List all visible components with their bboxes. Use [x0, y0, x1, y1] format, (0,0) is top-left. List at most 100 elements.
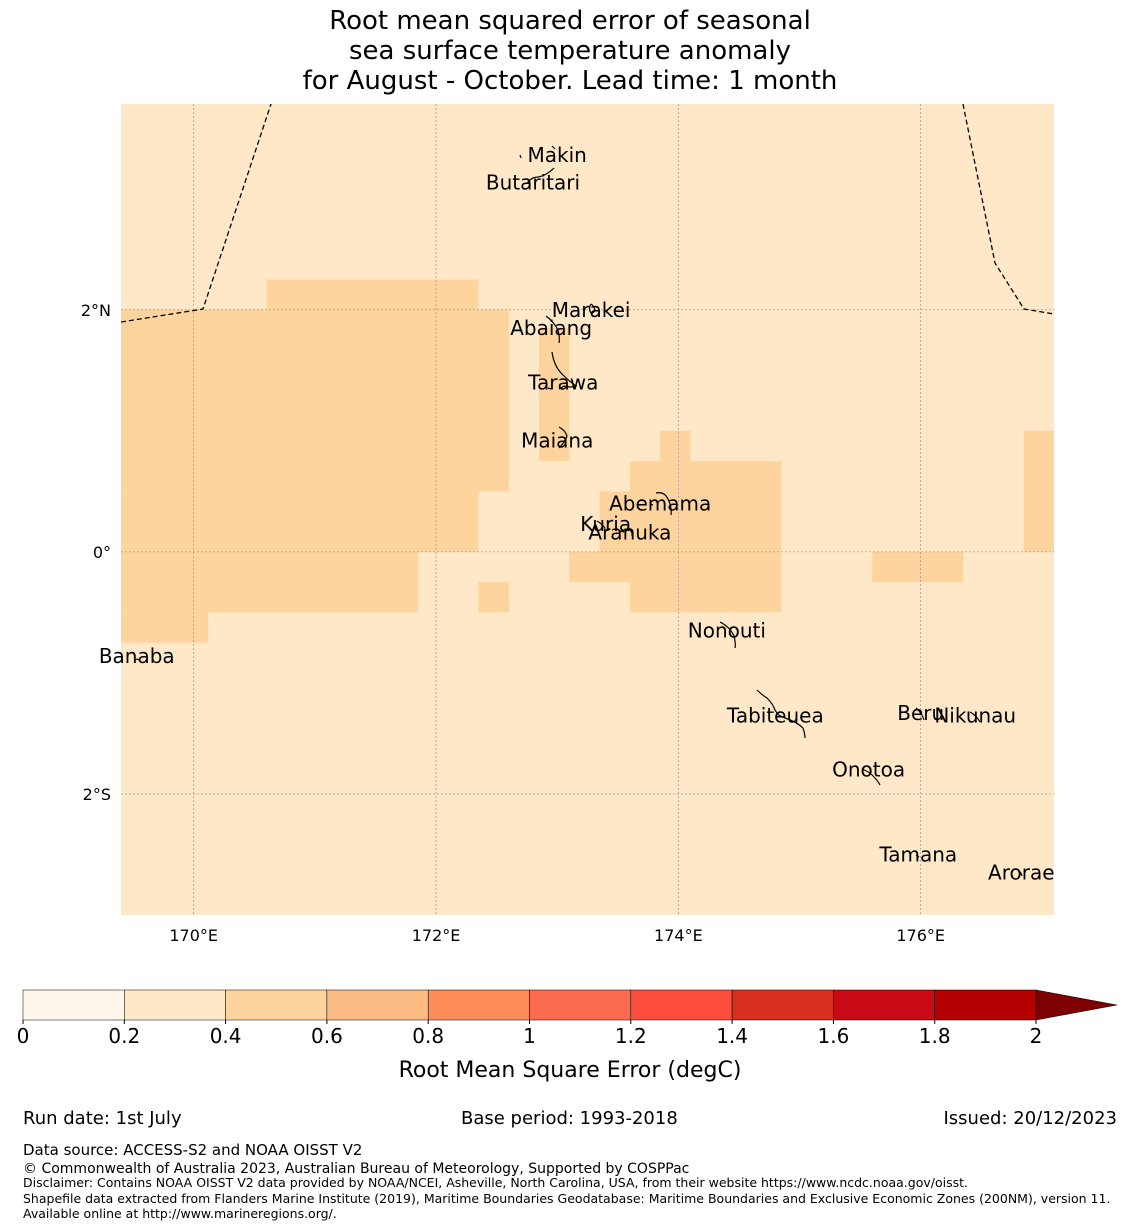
maiana-coastline: [558, 426, 568, 449]
rmse-cell: [660, 430, 691, 462]
data-source: Data source: ACCESS-S2 and NOAA OISST V2: [23, 1141, 363, 1159]
island-label: Banaba: [99, 644, 175, 668]
rmse-cell: [569, 551, 782, 583]
island-label: Makin: [528, 143, 587, 167]
run-date: Run date: 1st July: [23, 1108, 182, 1129]
colorbar-tick-label: 1.2: [615, 1024, 647, 1048]
marakei-coastline: [588, 303, 596, 314]
axis-labels-layer: 2°N 0° 2°S 170°E 172°E 174°E 176°E: [81, 301, 945, 945]
island-label: Nonouti: [688, 619, 766, 643]
issued-date: Issued: 20/12/2023: [943, 1108, 1117, 1129]
title-line-3: for August - October. Lead time: 1 month: [302, 66, 838, 96]
colorbar-bin: [326, 989, 429, 1021]
beru-coastline: [915, 707, 925, 721]
base-period: Base period: 1993-2018: [461, 1108, 678, 1129]
rmse-cell: [266, 279, 479, 310]
island-label: Abaiang: [510, 316, 592, 340]
chart-title: Root mean squared error of seasonal sea …: [0, 6, 1140, 96]
colorbar-tick-label: 1.8: [919, 1024, 951, 1048]
rmse-cell: [121, 309, 509, 492]
colorbar-label: Root Mean Square Error (degC): [399, 1058, 742, 1083]
tarawa-coastline: [547, 351, 578, 390]
butaritari-coastline: [527, 167, 555, 186]
nikunau-coastline: [969, 711, 981, 723]
colorbar-tick-label: 0.4: [210, 1024, 242, 1048]
latitude-label: 2°S: [83, 785, 111, 804]
latitude-label: 0°: [93, 543, 111, 562]
colorbar-bin: [225, 989, 328, 1021]
colorbar-bin: [529, 989, 632, 1021]
arorae-coastline: [1015, 868, 1023, 877]
shapefile-credit: Shapefile data extracted from Flanders M…: [23, 1191, 1111, 1221]
eez-boundaries: [120, 103, 1055, 323]
rmse-cells-layer: [121, 279, 1054, 643]
island-label: Beru: [897, 701, 944, 725]
rmse-cell: [872, 551, 964, 583]
colorbar-tick-label: 0.2: [108, 1024, 140, 1048]
nonouti-coastline: [719, 621, 736, 649]
colorbar-tick-label: 0: [17, 1024, 30, 1048]
rmse-cell: [629, 461, 782, 492]
island-label: Onotoa: [832, 758, 905, 782]
island-label: Tarawa: [527, 370, 598, 394]
banaba-coastline: [134, 658, 141, 662]
onotoa-coastline: [861, 768, 881, 786]
colorbar-extend-arrow: [1035, 989, 1118, 1021]
colorbar-bin: [630, 989, 733, 1021]
island-label: Tabiteuea: [726, 703, 824, 727]
abemama-coastline: [649, 492, 672, 516]
colorbar-bins: [22, 989, 1037, 1021]
colorbar-tick-label: 0.8: [412, 1024, 444, 1048]
colorbar-bin: [833, 989, 935, 1021]
rmse-cell: [599, 491, 782, 552]
rmse-cell: [1023, 430, 1054, 552]
colorbar-tick-label: 0.6: [311, 1024, 343, 1048]
tamana-coastline: [915, 854, 920, 858]
title-line-1: Root mean squared error of seasonal: [329, 6, 811, 36]
longitude-label: 172°E: [412, 926, 461, 945]
rmse-cell: [121, 491, 479, 552]
abaiang-coastline: [530, 315, 560, 344]
island-label: Aranuka: [588, 520, 671, 544]
longitude-label: 176°E: [896, 926, 945, 945]
island-label: Maiana: [521, 429, 593, 453]
title-line-2: sea surface temperature anomaly: [349, 36, 791, 66]
colorbar-tick-label: 1.6: [817, 1024, 849, 1048]
colorbar-tick-label: 1.4: [716, 1024, 748, 1048]
colorbar-bin: [731, 989, 834, 1021]
colorbar-bin: [22, 989, 125, 1021]
rmse-cell: [478, 582, 509, 613]
copyright-notice: © Commonwealth of Australia 2023, Austra…: [23, 1161, 690, 1177]
eez-boundary-west: [120, 103, 272, 323]
colorbar: 0 0.2 0.4 0.6 0.8 1 1.2 1.4 1.6 1.8 2 Root Mean Sq…: [17, 989, 1118, 1083]
island-label: Tamana: [878, 842, 957, 866]
makin-coastline: [519, 145, 556, 159]
colorbar-ticks: 0 0.2 0.4 0.6 0.8 1 1.2 1.4 1.6 1.8 2: [17, 1020, 1043, 1048]
rmse-cell: [629, 582, 782, 613]
rmse-cell: [539, 327, 570, 462]
tabiteuea-coastline: [756, 689, 806, 739]
latitude-label: 2°N: [81, 301, 111, 320]
colorbar-bin: [427, 989, 530, 1021]
island-coastlines: [134, 145, 1023, 877]
rmse-cell: [121, 551, 418, 613]
aranuka-coastline: [619, 528, 633, 537]
island-label: Kuria: [580, 512, 631, 536]
colorbar-tick-label: 2: [1030, 1024, 1043, 1048]
eez-boundary-east: [962, 103, 1055, 315]
longitude-label: 170°E: [169, 926, 218, 945]
kuria-coastline: [596, 520, 606, 529]
island-label: Marakei: [552, 298, 631, 322]
island-label: Abemama: [609, 491, 711, 515]
island-label: Arorae: [988, 861, 1054, 885]
island-label: Butaritari: [486, 171, 580, 195]
colorbar-bin: [124, 989, 226, 1021]
colorbar-tick-label: 1: [523, 1024, 536, 1048]
disclaimer: Disclaimer: Contains NOAA OISST V2 data …: [23, 1175, 968, 1190]
island-label: Nikunau: [934, 703, 1016, 727]
colorbar-bin: [934, 989, 1037, 1021]
longitude-label: 174°E: [654, 926, 703, 945]
graticule-layer: [121, 104, 1054, 915]
